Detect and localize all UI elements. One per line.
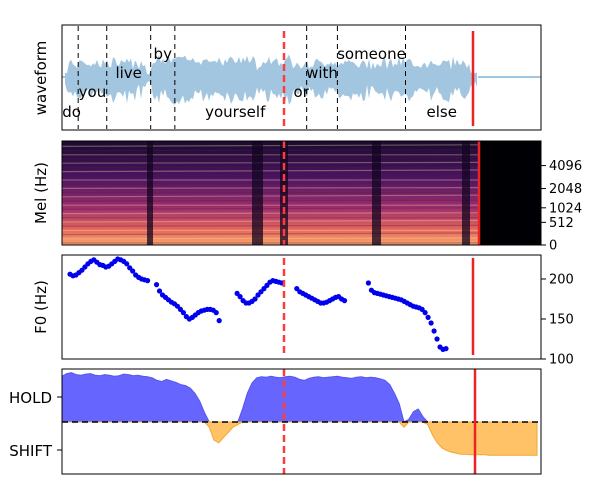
mel-tick-label-1024: 1024 xyxy=(549,201,582,216)
turn-label-shift: SHIFT xyxy=(9,442,53,460)
word-label-with: with xyxy=(306,64,338,82)
mel-pause-0 xyxy=(147,141,153,245)
mel-harmonic-10 xyxy=(62,199,480,202)
mel-harmonic-11 xyxy=(62,194,480,198)
mel-harmonic-2 xyxy=(62,232,480,236)
word-boundaries xyxy=(77,26,407,129)
mel-harmonic-23 xyxy=(62,144,480,147)
word-label-yourself: yourself xyxy=(205,103,266,121)
waveform-envelope xyxy=(65,54,477,105)
f0-ylabel: F0 (Hz) xyxy=(32,280,50,334)
word-label-someone: someone xyxy=(337,45,406,63)
mel-tick-label-0: 0 xyxy=(549,239,557,254)
f0-frame xyxy=(61,254,542,360)
mel-tick-label-2048: 2048 xyxy=(549,182,582,197)
word-label-live: live xyxy=(115,64,141,82)
mel-harmonic-4 xyxy=(62,224,480,227)
word-label-you: you xyxy=(79,83,107,101)
f0-point xyxy=(422,310,428,316)
waveform-ylabel: waveform xyxy=(32,41,50,116)
mel-energy xyxy=(62,141,479,245)
mel-harmonic-1 xyxy=(62,237,480,240)
word-label-do: do xyxy=(62,103,81,121)
mel-tick-label-4096: 4096 xyxy=(549,159,582,174)
f0-panel: 100 150 200 F0 (Hz) xyxy=(32,254,574,368)
mel-harmonic-5 xyxy=(62,219,480,223)
turn-label-hold: HOLD xyxy=(9,389,52,407)
f0-point xyxy=(124,261,130,267)
mel-pause-4 xyxy=(462,141,470,245)
f0-point xyxy=(237,294,243,300)
turn-area xyxy=(61,372,538,456)
f0-point xyxy=(216,318,222,324)
f0-point xyxy=(252,296,258,302)
f0-tick-label-150: 150 xyxy=(549,313,574,328)
f0-tick-label-100: 100 xyxy=(549,353,574,368)
mel-frame xyxy=(61,140,542,246)
mel-pause-1 xyxy=(252,141,263,245)
hold-area xyxy=(61,372,537,423)
f0-scatter xyxy=(67,256,449,352)
mel-harmonic-8 xyxy=(62,207,480,210)
f0-point xyxy=(443,346,449,352)
f0-point xyxy=(428,320,434,326)
f0-point xyxy=(341,298,348,304)
f0-tick-label-200: 200 xyxy=(549,273,574,288)
shift-area xyxy=(62,421,538,456)
f0-point xyxy=(213,310,219,316)
mel-harmonic-19 xyxy=(62,161,480,164)
f0-point xyxy=(431,328,437,334)
mel-harmonics xyxy=(62,141,480,245)
word-label-else: else xyxy=(427,103,457,121)
f0-yaxis: 100 150 200 xyxy=(541,273,574,368)
f0-point xyxy=(365,280,372,286)
mel-pause-2 xyxy=(280,141,288,245)
mel-tick-label-512: 512 xyxy=(549,216,574,231)
f0-point xyxy=(425,314,431,320)
f0-point xyxy=(434,336,440,342)
turn-frame xyxy=(61,368,542,475)
mel-harmonic-20 xyxy=(62,156,480,160)
mel-harmonic-13 xyxy=(62,187,480,189)
f0-point xyxy=(180,310,186,316)
mel-harmonic-17 xyxy=(62,169,480,173)
turn-panel: HOLD SHIFT xyxy=(9,368,542,475)
f0-point xyxy=(153,282,160,288)
mel-harmonic-16 xyxy=(62,174,480,177)
waveform-signal xyxy=(62,54,541,105)
word-label-or: or xyxy=(293,83,309,101)
mel-pause-3 xyxy=(372,141,381,245)
mel-harmonic-14 xyxy=(62,182,480,185)
mel-harmonic-22 xyxy=(62,149,480,152)
mel-harmonic-7 xyxy=(62,212,480,215)
f0-point xyxy=(156,288,163,294)
mel-ylabel: Mel (Hz) xyxy=(32,162,50,224)
f0-point xyxy=(130,268,136,274)
f0-point xyxy=(144,278,151,284)
waveform-frame xyxy=(61,24,542,131)
word-label-by: by xyxy=(154,45,173,63)
